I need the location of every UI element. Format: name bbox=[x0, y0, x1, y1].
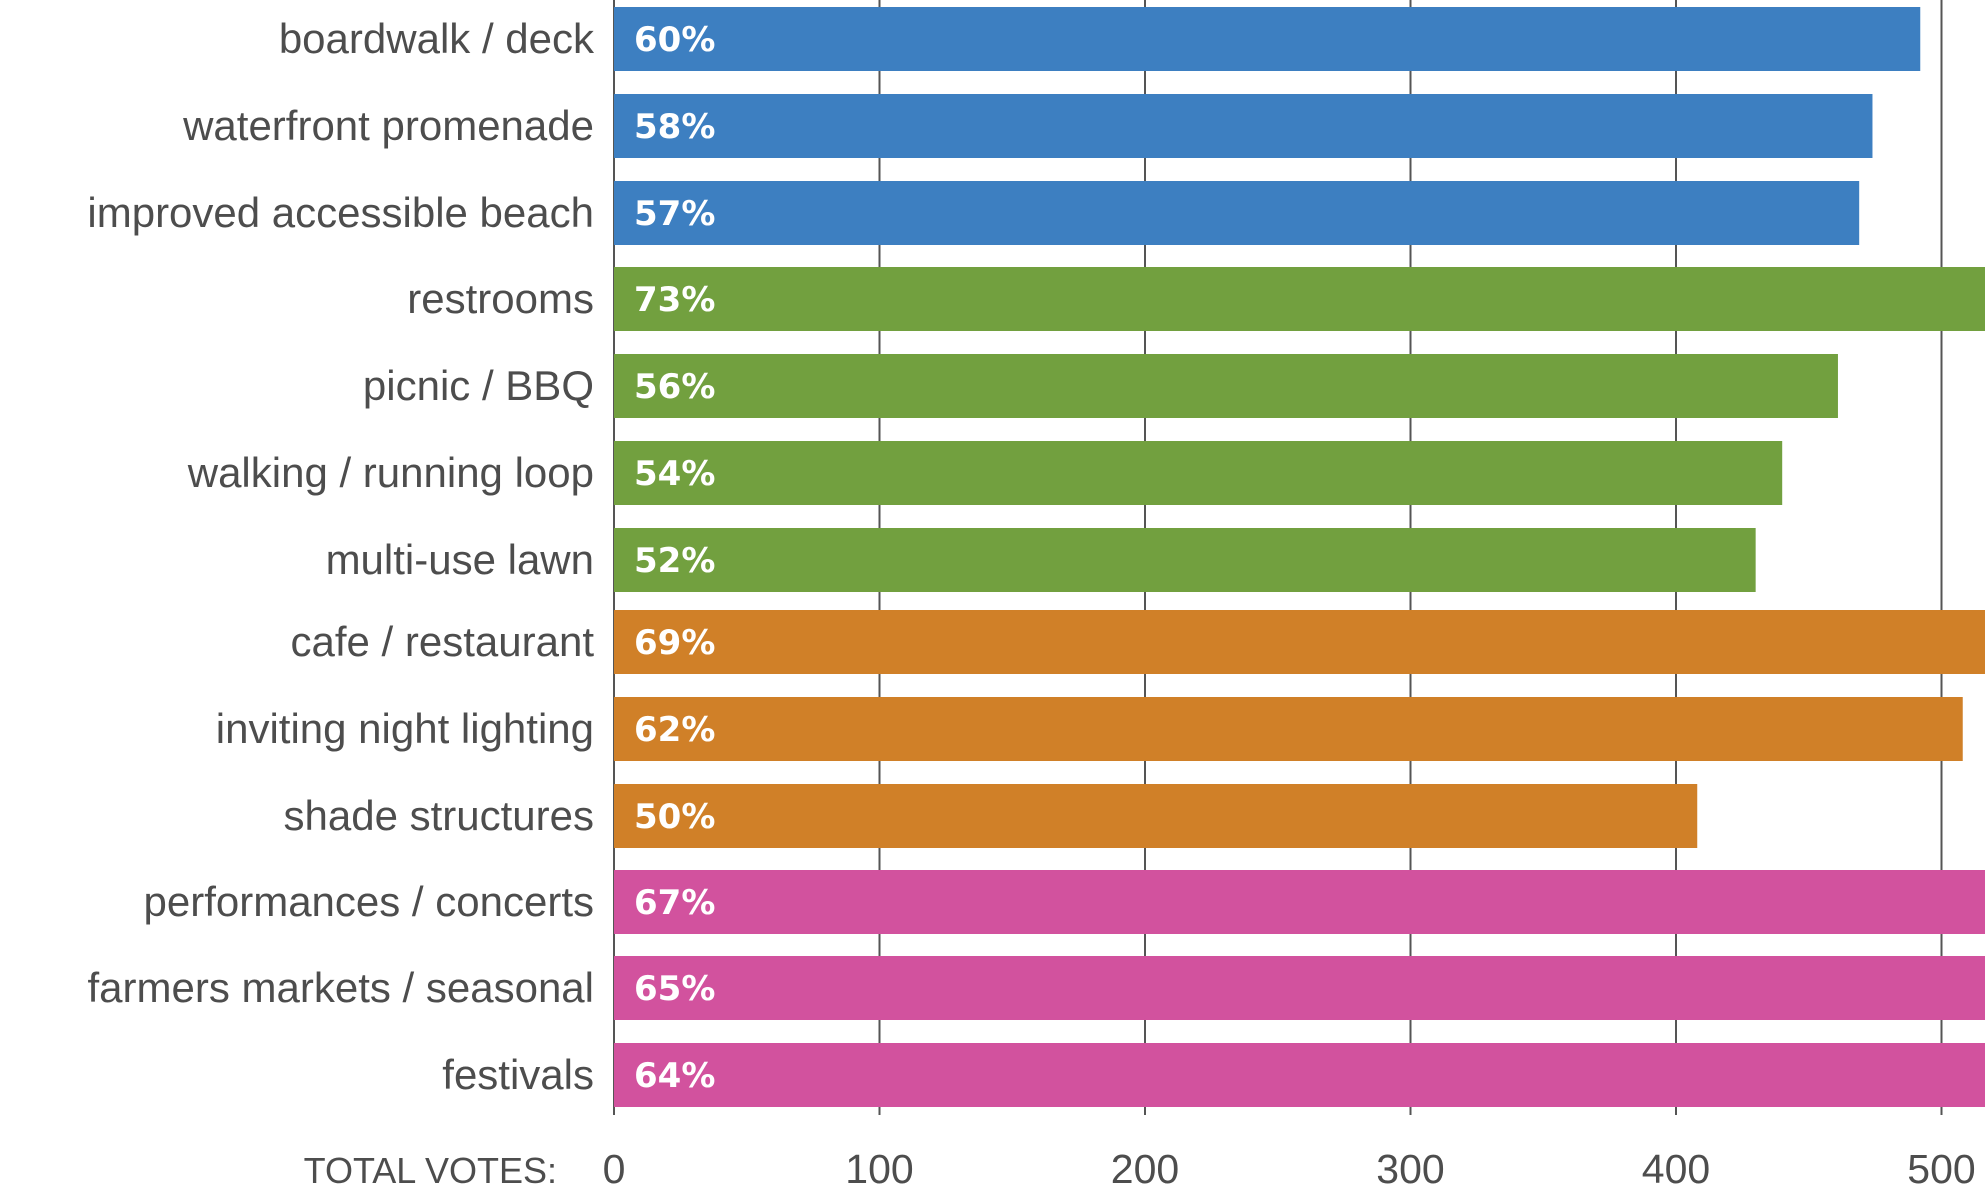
percent-label-9: 50% bbox=[634, 797, 715, 837]
percent-label-6: 52% bbox=[634, 541, 715, 581]
percent-label-7: 69% bbox=[634, 623, 715, 663]
category-label-7: cafe / restaurant bbox=[291, 618, 595, 665]
bar-0 bbox=[614, 7, 1921, 71]
percent-label-5: 54% bbox=[634, 454, 715, 494]
category-label-2: improved accessible beach bbox=[87, 189, 594, 236]
x-tick-400: 400 bbox=[1642, 1146, 1710, 1191]
category-label-10: performances / concerts bbox=[143, 878, 594, 925]
category-label-0: boardwalk / deck bbox=[279, 15, 595, 62]
percent-label-12: 64% bbox=[634, 1056, 715, 1096]
bar-12 bbox=[614, 1043, 1985, 1107]
percent-label-4: 56% bbox=[634, 367, 715, 407]
x-tick-500: 500 bbox=[1907, 1146, 1975, 1191]
bar-9 bbox=[614, 784, 1698, 848]
category-label-9: shade structures bbox=[284, 792, 595, 839]
bar-8 bbox=[614, 697, 1963, 761]
category-label-3: restrooms bbox=[407, 275, 594, 322]
percent-label-2: 57% bbox=[634, 194, 715, 234]
x-tick-300: 300 bbox=[1376, 1146, 1444, 1191]
category-label-5: walking / running loop bbox=[187, 449, 594, 496]
percent-label-11: 65% bbox=[634, 969, 715, 1009]
bar-10 bbox=[614, 870, 1985, 934]
category-label-11: farmers markets / seasonal bbox=[87, 964, 594, 1011]
bars bbox=[614, 7, 1985, 1107]
bar-2 bbox=[614, 181, 1860, 245]
bar-11 bbox=[614, 956, 1985, 1020]
category-label-1: waterfront promenade bbox=[182, 102, 594, 149]
category-label-6: multi-use lawn bbox=[326, 536, 594, 583]
x-tick-100: 100 bbox=[845, 1146, 913, 1191]
x-tick-labels: 0 100 200 300 400 500 bbox=[603, 1146, 1976, 1191]
category-labels: boardwalk / deck waterfront promenade impr… bbox=[87, 15, 595, 1098]
percent-label-8: 62% bbox=[634, 710, 715, 750]
category-label-8: inviting night lighting bbox=[216, 705, 594, 752]
bar-5 bbox=[614, 441, 1783, 505]
percent-label-10: 67% bbox=[634, 883, 715, 923]
bar-1 bbox=[614, 94, 1873, 158]
percent-label-3: 73% bbox=[634, 280, 715, 320]
category-label-12: festivals bbox=[442, 1051, 594, 1098]
bar-4 bbox=[614, 354, 1838, 418]
percent-label-0: 60% bbox=[634, 20, 715, 60]
percent-labels: 60% 58% 57% 73% 56% 54% 52% 69% 62% 50% 67% 65% 64% bbox=[634, 20, 715, 1096]
category-label-4: picnic / BBQ bbox=[363, 362, 594, 409]
bar-3 bbox=[614, 267, 1985, 331]
x-tick-200: 200 bbox=[1111, 1146, 1179, 1191]
percent-label-1: 58% bbox=[634, 107, 715, 147]
x-axis-title: TOTAL VOTES: bbox=[304, 1150, 557, 1191]
x-tick-0: 0 bbox=[603, 1146, 626, 1191]
bar-7 bbox=[614, 610, 1985, 674]
bar-6 bbox=[614, 528, 1756, 592]
